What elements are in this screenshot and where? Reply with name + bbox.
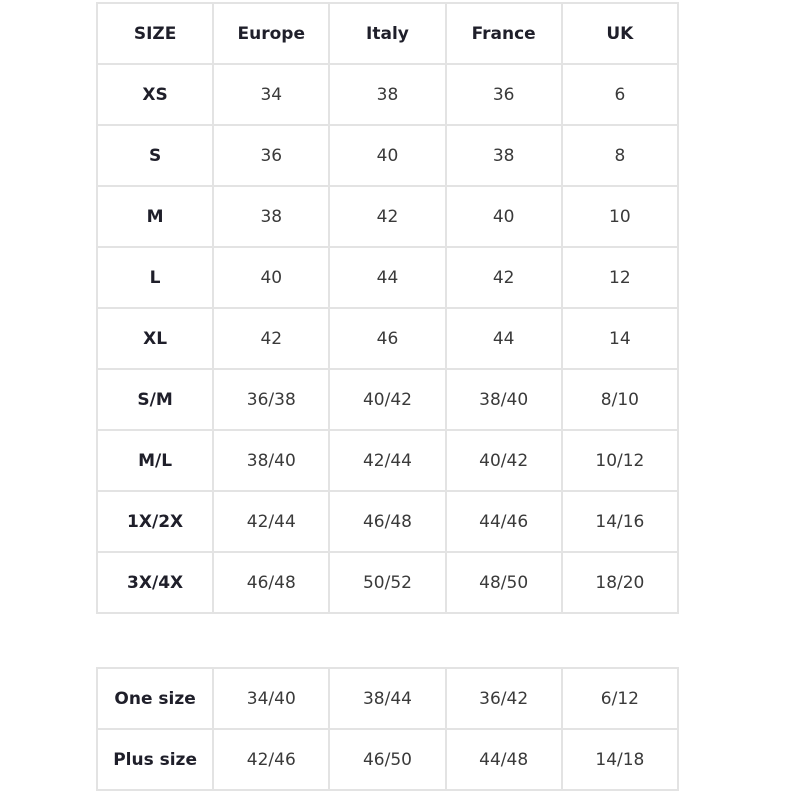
size-value-cell: 44 <box>328 246 447 309</box>
size-value-cell: 46 <box>328 307 447 370</box>
column-header: France <box>444 2 563 65</box>
column-header: SIZE <box>95 2 215 65</box>
size-label-cell: One size <box>95 667 215 730</box>
size-value-cell: 36/42 <box>444 667 563 730</box>
size-value-cell: 38 <box>328 63 447 126</box>
size-label-cell: S <box>95 124 215 187</box>
size-value-cell: 40 <box>212 246 331 309</box>
table-row: S/M 36/38 40/42 38/40 8/10 <box>95 368 680 431</box>
size-value-cell: 38/40 <box>444 368 563 431</box>
size-value-cell: 34/40 <box>212 667 331 730</box>
size-value-cell: 10 <box>560 185 680 248</box>
size-label-cell: S/M <box>95 368 215 431</box>
table-row: XS 34 38 36 6 <box>95 63 680 126</box>
size-value-cell: 42 <box>328 185 447 248</box>
size-value-cell: 8/10 <box>560 368 680 431</box>
table-row: 3X/4X 46/48 50/52 48/50 18/20 <box>95 551 680 614</box>
size-value-cell: 46/48 <box>328 490 447 553</box>
size-value-cell: 14/16 <box>560 490 680 553</box>
table-row: 1X/2X 42/44 46/48 44/46 14/16 <box>95 490 680 553</box>
table-row: One size 34/40 38/44 36/42 6/12 <box>95 667 680 730</box>
size-value-cell: 40 <box>328 124 447 187</box>
size-label-cell: L <box>95 246 215 309</box>
size-value-cell: 50/52 <box>328 551 447 614</box>
size-value-cell: 38/40 <box>212 429 331 492</box>
size-label-cell: M/L <box>95 429 215 492</box>
size-value-cell: 48/50 <box>444 551 563 614</box>
size-value-cell: 36 <box>212 124 331 187</box>
special-size-table: One size 34/40 38/44 36/42 6/12 Plus size 42/4… <box>95 667 680 791</box>
table-row: L 40 44 42 12 <box>95 246 680 309</box>
size-label-cell: Plus size <box>95 728 215 791</box>
column-header: UK <box>560 2 680 65</box>
size-value-cell: 34 <box>212 63 331 126</box>
size-value-cell: 10/12 <box>560 429 680 492</box>
size-value-cell: 6/12 <box>560 667 680 730</box>
table-row: M/L 38/40 42/44 40/42 10/12 <box>95 429 680 492</box>
size-value-cell: 44 <box>444 307 563 370</box>
column-header: Italy <box>328 2 447 65</box>
size-value-cell: 40/42 <box>328 368 447 431</box>
size-value-cell: 44/48 <box>444 728 563 791</box>
size-value-cell: 14/18 <box>560 728 680 791</box>
size-value-cell: 40/42 <box>444 429 563 492</box>
size-label-cell: 1X/2X <box>95 490 215 553</box>
size-value-cell: 42/46 <box>212 728 331 791</box>
size-value-cell: 42/44 <box>212 490 331 553</box>
size-label-cell: 3X/4X <box>95 551 215 614</box>
size-label-cell: XL <box>95 307 215 370</box>
size-value-cell: 38 <box>444 124 563 187</box>
size-value-cell: 42/44 <box>328 429 447 492</box>
size-value-cell: 18/20 <box>560 551 680 614</box>
size-value-cell: 40 <box>444 185 563 248</box>
table-row: Plus size 42/46 46/50 44/48 14/18 <box>95 728 680 791</box>
table-row: M 38 42 40 10 <box>95 185 680 248</box>
column-header: Europe <box>212 2 331 65</box>
size-value-cell: 36 <box>444 63 563 126</box>
size-value-cell: 42 <box>212 307 331 370</box>
size-label-cell: M <box>95 185 215 248</box>
header-row: SIZE Europe Italy France UK <box>95 2 680 65</box>
size-value-cell: 46/50 <box>328 728 447 791</box>
size-conversion-table: SIZE Europe Italy France UK XS 34 38 36 6 S 36 40 38 8… <box>95 2 680 614</box>
size-value-cell: 36/38 <box>212 368 331 431</box>
size-value-cell: 14 <box>560 307 680 370</box>
size-value-cell: 6 <box>560 63 680 126</box>
size-value-cell: 12 <box>560 246 680 309</box>
size-value-cell: 38/44 <box>328 667 447 730</box>
size-value-cell: 42 <box>444 246 563 309</box>
size-label-cell: XS <box>95 63 215 126</box>
size-value-cell: 8 <box>560 124 680 187</box>
size-value-cell: 46/48 <box>212 551 331 614</box>
table-row: S 36 40 38 8 <box>95 124 680 187</box>
size-value-cell: 38 <box>212 185 331 248</box>
table-row: XL 42 46 44 14 <box>95 307 680 370</box>
size-value-cell: 44/46 <box>444 490 563 553</box>
